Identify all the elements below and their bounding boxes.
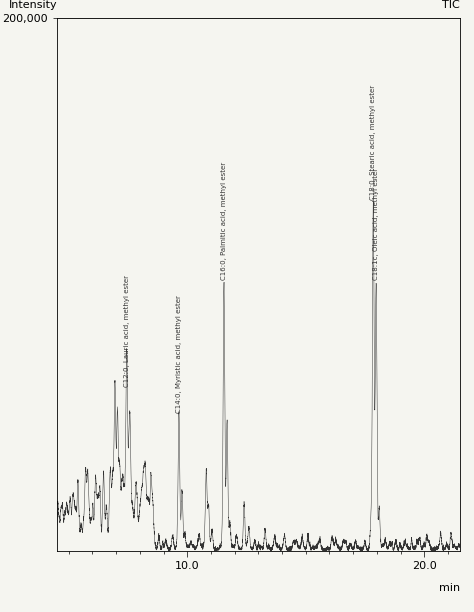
Text: min: min [438, 583, 460, 593]
Text: C12:0, Lauric acid, methyl ester: C12:0, Lauric acid, methyl ester [124, 275, 130, 387]
Text: C18:0, Stearic acid, methyl ester: C18:0, Stearic acid, methyl ester [370, 85, 376, 201]
Text: C18:1c, Oleic acid, methyl ester: C18:1c, Oleic acid, methyl ester [373, 168, 379, 280]
Text: C16:0, Palmitic acid, methyl ester: C16:0, Palmitic acid, methyl ester [221, 162, 227, 280]
Text: Intensity: Intensity [9, 1, 57, 10]
Text: TIC: TIC [442, 1, 460, 10]
Text: C14:0, Myristic acid, methyl ester: C14:0, Myristic acid, methyl ester [176, 296, 182, 414]
